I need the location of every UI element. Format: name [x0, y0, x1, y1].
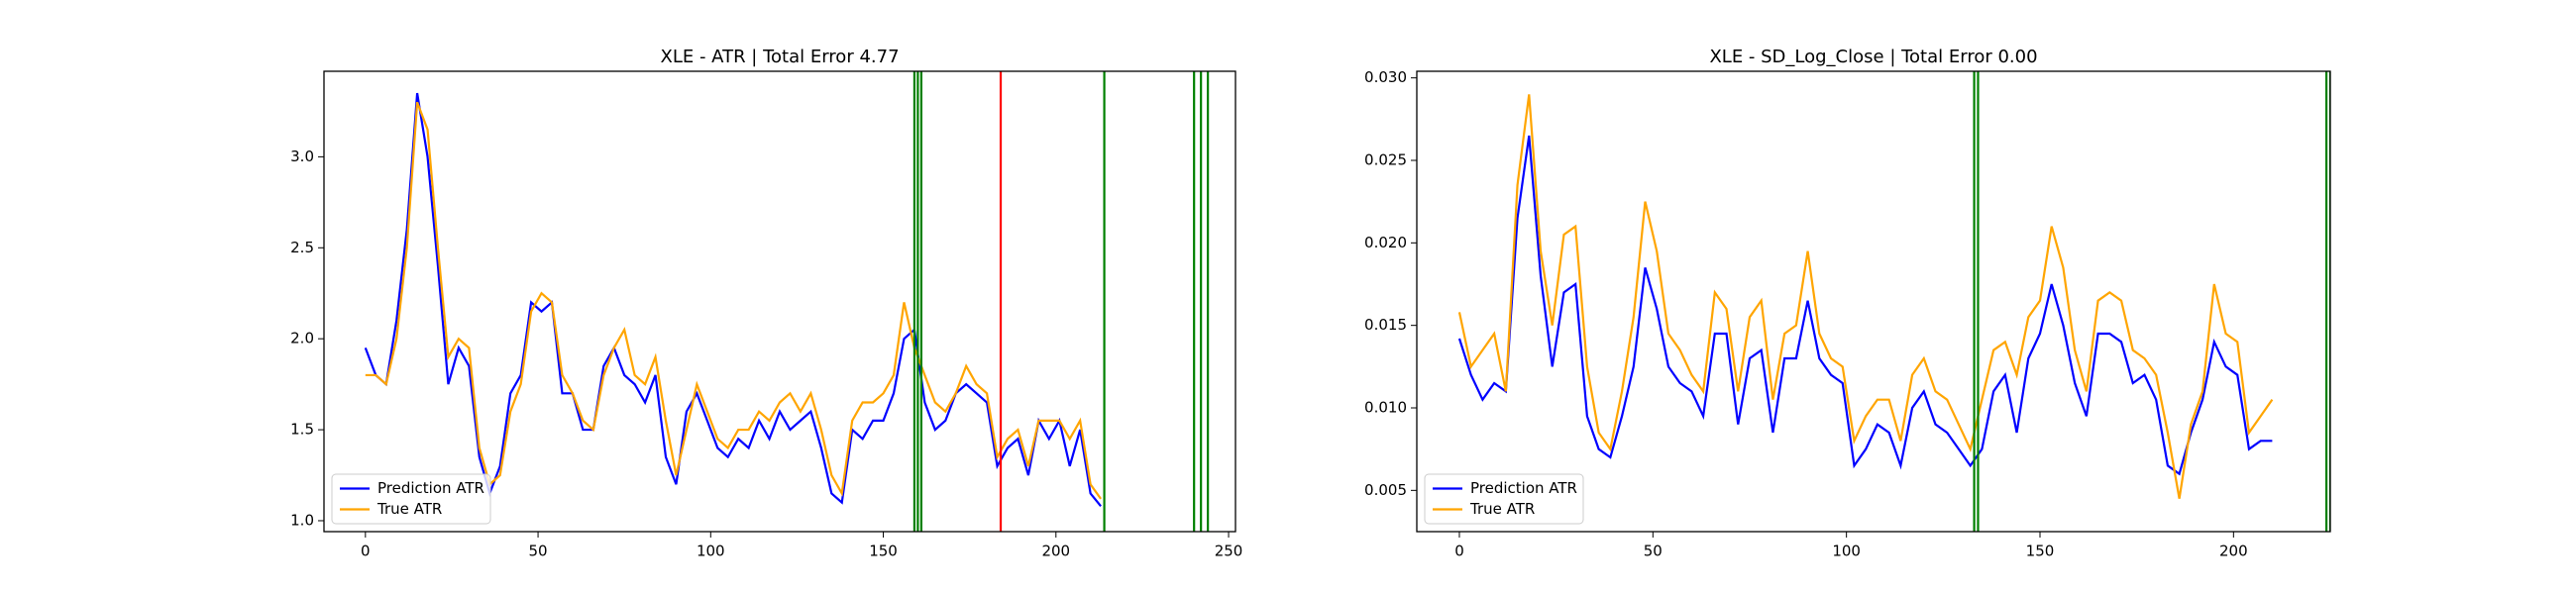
legend: Prediction ATR True ATR — [331, 473, 491, 525]
chart: XLE - ATR | Total Error 4.77 0 50 100 150 200… — [290, 47, 1242, 560]
legend-label: Prediction ATR — [377, 479, 484, 497]
y-tick-label: 0.020 — [1364, 234, 1407, 251]
x-tick-label: 0 — [1454, 543, 1464, 560]
y-tick-label: 2.5 — [290, 239, 314, 256]
x-tick-label: 250 — [1215, 543, 1243, 560]
x-tick-label: 200 — [1041, 543, 1070, 560]
x-tick-label: 200 — [2219, 543, 2248, 560]
x-tick-label: 150 — [869, 543, 898, 560]
legend-label: Prediction ATR — [1470, 479, 1577, 497]
axes-frame — [1416, 70, 2331, 533]
legend-label: True ATR — [1469, 500, 1535, 518]
chart: XLE - SD_Log_Close | Total Error 0.00 0 50… — [1364, 47, 2331, 560]
axes-frame — [323, 70, 1236, 533]
x-tick-label: 50 — [1644, 543, 1663, 560]
chart-title: XLE - SD_Log_Close | Total Error 0.00 — [1709, 47, 2037, 67]
legend: Prediction ATR True ATR — [1424, 473, 1584, 525]
legend-box — [1424, 473, 1584, 525]
x-tick-label: 100 — [697, 543, 725, 560]
x-tick-label: 100 — [1832, 543, 1861, 560]
series-line — [364, 92, 1102, 507]
series-line — [1457, 135, 2273, 476]
y-tick-label: 1.5 — [290, 421, 314, 439]
series-line — [365, 101, 1102, 500]
y-tick-label: 0.030 — [1364, 68, 1407, 86]
y-tick-label: 0.005 — [1364, 481, 1407, 499]
y-tick-label: 2.0 — [290, 330, 314, 347]
x-tick-label: 0 — [361, 543, 371, 560]
legend-box — [331, 473, 491, 525]
y-tick-label: 3.0 — [290, 148, 314, 165]
series-line — [1457, 94, 2274, 499]
plot-area — [1457, 71, 2330, 532]
y-tick-label: 1.0 — [290, 511, 314, 529]
plot-area — [364, 71, 1210, 532]
chart-title: XLE - ATR | Total Error 4.77 — [660, 47, 899, 67]
legend-label: True ATR — [376, 500, 442, 518]
x-tick-label: 150 — [2026, 543, 2055, 560]
y-tick-label: 0.010 — [1364, 399, 1407, 417]
x-tick-label: 50 — [529, 543, 548, 560]
y-tick-label: 0.025 — [1364, 151, 1407, 169]
y-tick-label: 0.015 — [1364, 316, 1407, 334]
